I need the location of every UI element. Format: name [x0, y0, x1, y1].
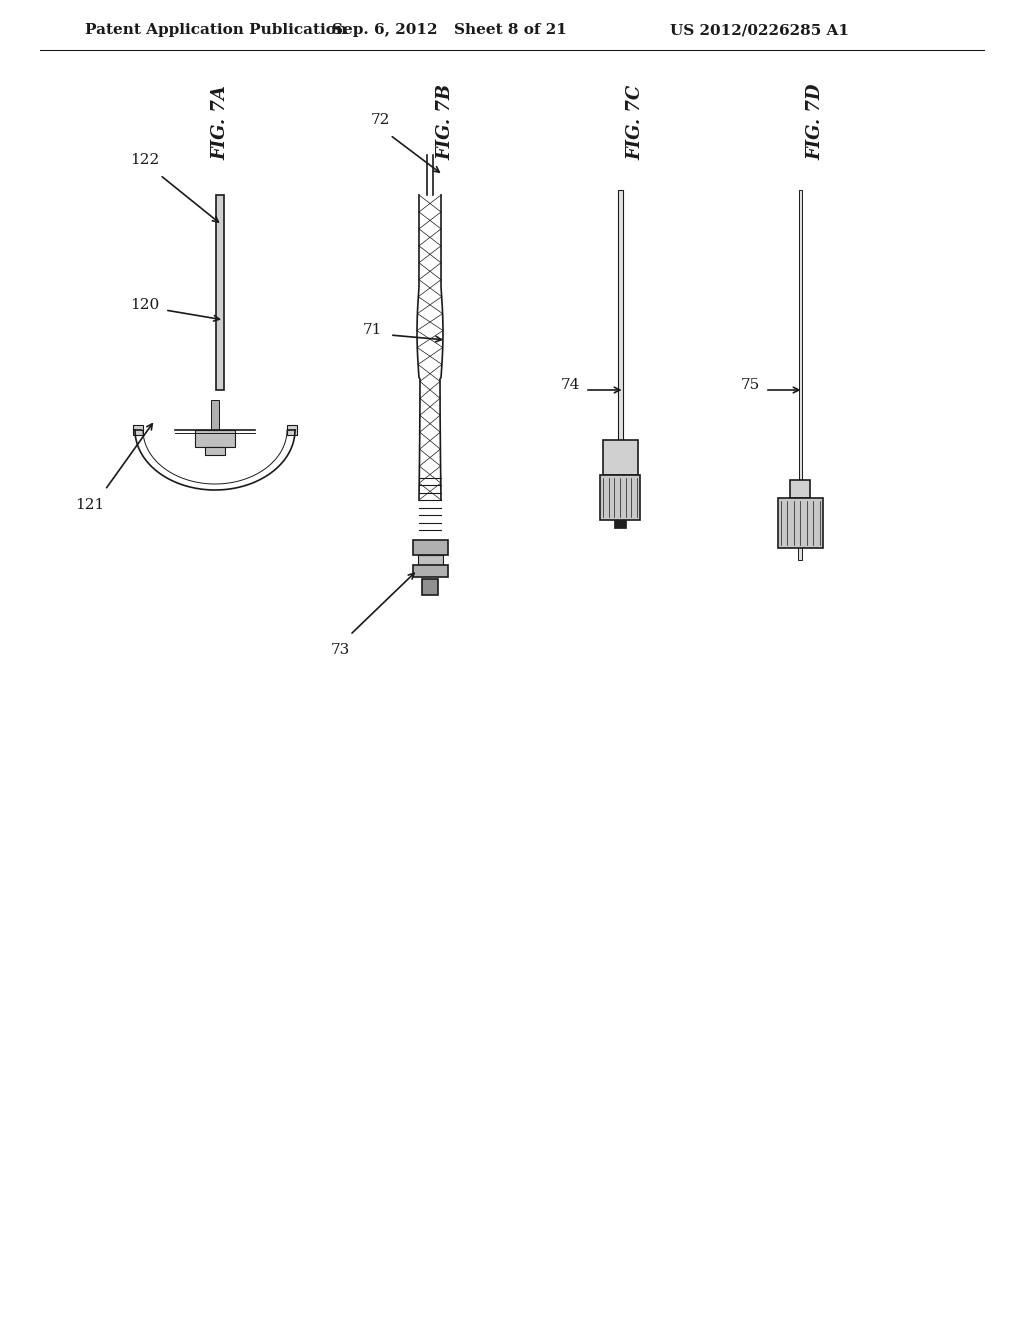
Text: 71: 71 [362, 323, 382, 337]
Bar [413, 540, 447, 554]
Text: 121: 121 [76, 498, 104, 512]
Text: FIG. 7C: FIG. 7C [626, 84, 644, 160]
Bar [602, 440, 638, 475]
Bar [798, 480, 802, 560]
Text: 73: 73 [331, 643, 349, 657]
Text: US 2012/0226285 A1: US 2012/0226285 A1 [671, 22, 850, 37]
Text: FIG. 7D: FIG. 7D [806, 83, 824, 160]
Bar [413, 565, 447, 577]
Bar [216, 195, 224, 389]
Text: Sheet 8 of 21: Sheet 8 of 21 [454, 22, 566, 37]
Bar [614, 520, 626, 528]
Text: 120: 120 [130, 298, 160, 312]
Bar [617, 190, 623, 440]
Bar [287, 425, 297, 436]
Text: Patent Application Publication: Patent Application Publication [85, 22, 347, 37]
Text: 75: 75 [740, 378, 760, 392]
Text: 122: 122 [130, 153, 160, 168]
Text: FIG. 7B: FIG. 7B [436, 84, 454, 160]
Bar [422, 579, 438, 595]
Bar [205, 447, 225, 455]
Bar [790, 480, 810, 498]
Text: FIG. 7A: FIG. 7A [211, 84, 229, 160]
Bar [195, 430, 234, 447]
Text: 74: 74 [560, 378, 580, 392]
Bar [600, 475, 640, 520]
Text: 72: 72 [371, 114, 390, 127]
Bar [777, 498, 822, 548]
Text: Sep. 6, 2012: Sep. 6, 2012 [332, 22, 437, 37]
Bar [799, 190, 802, 480]
Bar [211, 400, 219, 430]
Bar [133, 425, 143, 436]
Bar [418, 554, 442, 565]
